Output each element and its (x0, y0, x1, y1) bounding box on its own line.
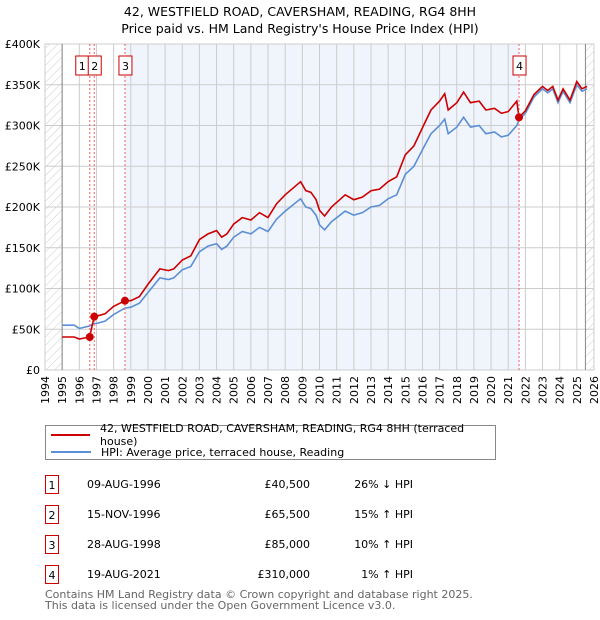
sale-row: 1 09-AUG-1996 £40,500 26% ↓ HPI (45, 475, 445, 495)
y-tick-label: £200K (5, 201, 41, 214)
x-tick-label: 1994 (39, 376, 52, 404)
x-tick-label: 2013 (365, 376, 378, 404)
sale-number-box: 3 (45, 535, 59, 554)
subtitle-line: Price paid vs. HM Land Registry's House … (121, 21, 479, 36)
x-tick-label: 2016 (416, 376, 429, 404)
x-tick-label: 2023 (537, 376, 550, 404)
sale-label-number: 3 (122, 60, 129, 73)
y-tick-label: £100K (5, 283, 41, 296)
x-tick-label: 2001 (159, 376, 172, 404)
sale-hpi-diff: 26% ↓ HPI (354, 478, 413, 491)
sale-price: £40,500 (264, 478, 311, 491)
y-tick-label: £350K (5, 79, 41, 92)
x-tick-label: 2009 (296, 376, 309, 404)
x-tick-label: 1999 (125, 376, 138, 404)
x-tick-label: 1998 (108, 376, 121, 404)
sale-price: £85,000 (264, 538, 311, 551)
sale-label-box (118, 55, 133, 76)
x-tick-label: 2021 (502, 376, 515, 404)
x-tick-label: 1995 (56, 376, 69, 404)
sale-label-box (87, 55, 102, 76)
legend: 42, WESTFIELD ROAD, CAVERSHAM, READING, … (45, 422, 496, 460)
x-tick-label: 2006 (245, 376, 258, 404)
x-tick-label: 2004 (211, 376, 224, 404)
sale-date: 09-AUG-1996 (87, 478, 161, 491)
sale-number-box: 4 (45, 565, 59, 584)
sale-price: £310,000 (257, 568, 311, 581)
legend-item-property: 42, WESTFIELD ROAD, CAVERSHAM, READING, … (51, 422, 495, 448)
y-tick-label: £50K (12, 323, 41, 336)
x-tick-label: 2022 (519, 376, 532, 404)
blue-line-swatch (51, 451, 91, 453)
y-tick-label: £400K (5, 38, 41, 51)
sale-date: 15-NOV-1996 (87, 508, 161, 521)
sale-point (120, 296, 129, 305)
sale-row: 3 28-AUG-1998 £85,000 10% ↑ HPI (45, 535, 445, 555)
footer-line: Contains HM Land Registry data © Crown c… (45, 588, 473, 601)
y-tick-label: £250K (5, 160, 41, 173)
sale-number-box: 2 (45, 505, 59, 524)
x-tick-label: 2007 (262, 376, 275, 404)
x-tick-label: 2011 (331, 376, 344, 404)
x-tick-label: 2019 (468, 376, 481, 404)
sale-point (90, 312, 99, 321)
sale-number-box: 1 (45, 475, 59, 494)
sale-price: £65,500 (264, 508, 311, 521)
sale-point (85, 332, 94, 341)
x-tick-label: 2020 (485, 376, 498, 404)
price-chart: 1 2 3 4 1994 1995 1996 1997 1998 1999 2000 2001 2002… (5, 38, 600, 404)
x-tick-label: 2018 (451, 376, 464, 404)
x-tick-label: 2025 (571, 376, 584, 404)
sale-row: 2 15-NOV-1996 £65,500 15% ↑ HPI (45, 505, 445, 525)
sale-label-number: 1 (79, 60, 86, 73)
legend-item-hpi: HPI: Average price, terraced house, Read… (51, 444, 344, 460)
sale-date: 19-AUG-2021 (87, 568, 161, 581)
sale-label-number: 4 (516, 60, 523, 73)
x-tick-label: 2012 (348, 376, 361, 404)
legend-label: 42, WESTFIELD ROAD, CAVERSHAM, READING, … (100, 422, 465, 448)
hpi-series-line (62, 83, 588, 330)
x-tick-label: 1997 (90, 376, 103, 404)
sale-row: 4 19-AUG-2021 £310,000 1% ↑ HPI (45, 565, 445, 585)
x-tick-label: 2008 (279, 376, 292, 404)
sale-label-number: 2 (91, 60, 98, 73)
x-tick-label: 2014 (382, 376, 395, 404)
sale-label-box (512, 55, 527, 76)
legend-label: HPI: Average price, terraced house, Read… (101, 445, 345, 459)
x-tick-label: 2015 (399, 376, 412, 404)
y-tick-label: £150K (5, 242, 41, 255)
sale-hpi-diff: 15% ↑ HPI (354, 508, 413, 521)
x-tick-label: 2003 (193, 376, 206, 404)
sale-hpi-diff: 1% ↑ HPI (361, 568, 413, 581)
sale-hpi-diff: 10% ↑ HPI (354, 538, 413, 551)
red-line-swatch (51, 434, 90, 436)
x-tick-label: 2002 (176, 376, 189, 404)
sale-point (515, 113, 524, 122)
x-tick-label: 1996 (73, 376, 86, 404)
title-line: 42, WESTFIELD ROAD, CAVERSHAM, READING, … (123, 4, 477, 19)
x-tick-label: 2024 (554, 376, 567, 404)
footer: Contains HM Land Registry data © Crown c… (45, 589, 473, 611)
footer-line: This data is licensed under the Open Gov… (45, 599, 396, 612)
x-tick-label: 2017 (434, 376, 447, 404)
x-tick-label: 2026 (588, 376, 600, 404)
sale-date: 28-AUG-1998 (87, 538, 161, 551)
x-tick-label: 2005 (228, 376, 241, 404)
property-series-line (62, 79, 588, 340)
x-tick-label: 2000 (142, 376, 155, 404)
chart-title: 42, WESTFIELD ROAD, CAVERSHAM, READING, … (0, 3, 600, 37)
y-tick-label: £300K (5, 120, 41, 133)
x-tick-label: 2010 (314, 376, 327, 404)
plot-border (44, 43, 595, 371)
y-tick-label: £0 (26, 364, 40, 377)
